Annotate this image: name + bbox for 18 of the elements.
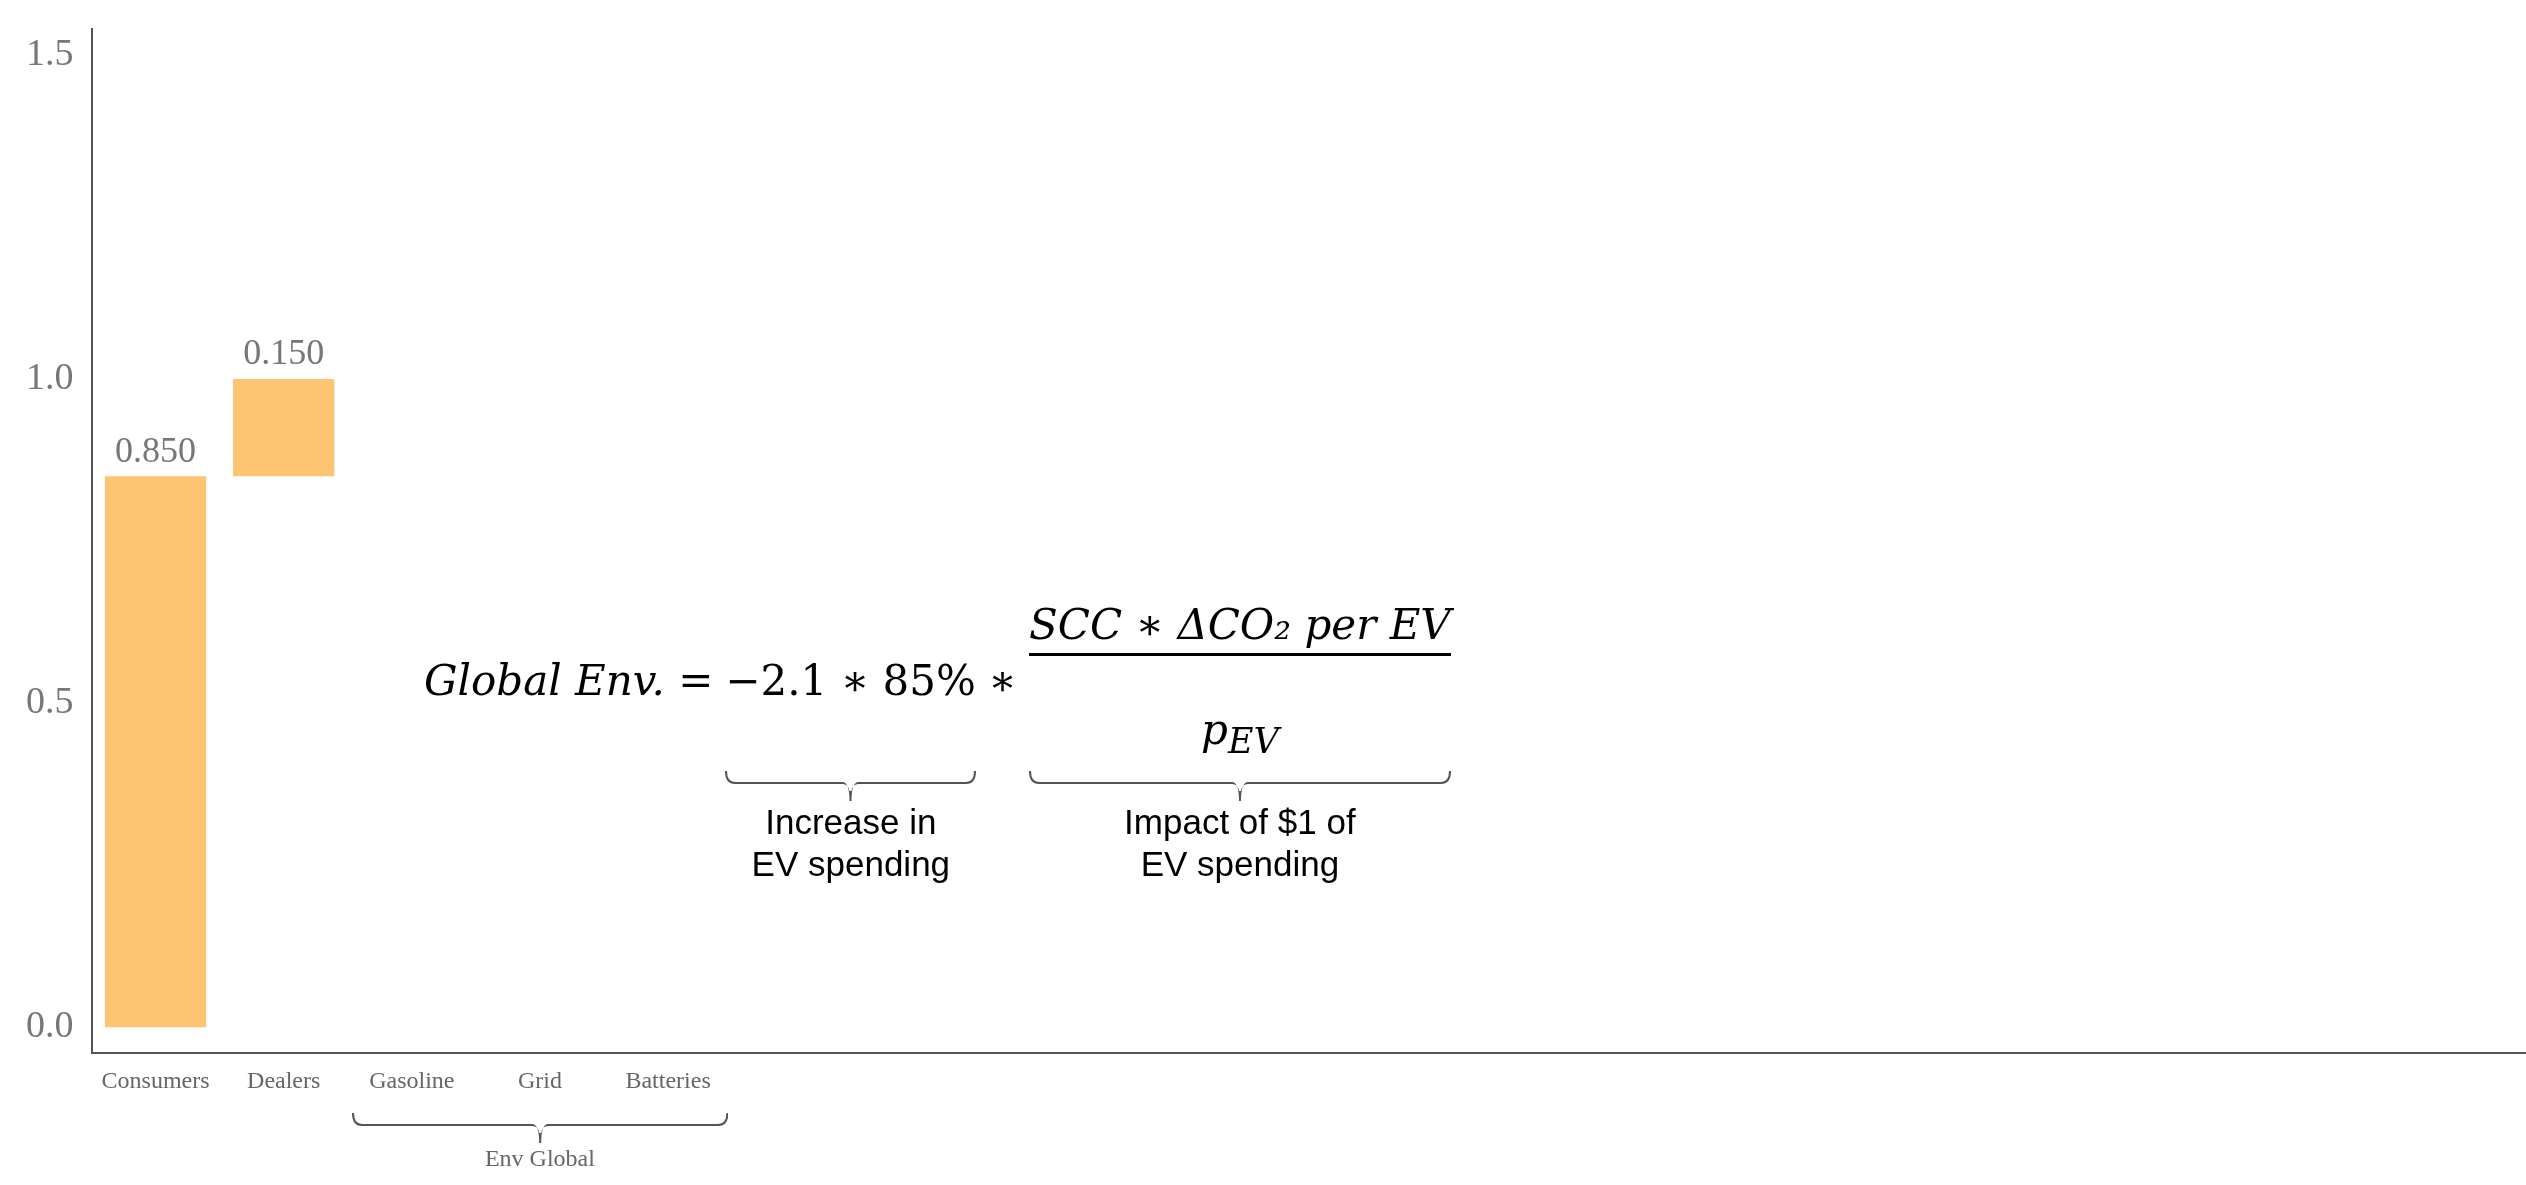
y-tick-label: 1.0	[26, 354, 74, 397]
x-tick-label: Consumers	[101, 1066, 210, 1093]
annotation: ∗	[988, 656, 1017, 705]
text: Env Global	[483, 1145, 596, 1173]
x-tick-label: Gasoline	[369, 1066, 455, 1093]
annotation: Impact of $1 of EV spending	[1123, 801, 1357, 886]
annotation: p$_{EV}$	[1200, 705, 1283, 762]
y-tick-label: 1.5	[26, 30, 74, 73]
y-tick-label: 0.0	[26, 1003, 74, 1046]
data-label: 0.850	[115, 429, 197, 470]
y-tick-label: 0.5	[26, 679, 74, 722]
x-tick-label: Batteries	[625, 1066, 711, 1093]
annotation: −2.1 ∗ 85%	[725, 656, 977, 705]
data-label: 0.150	[243, 332, 325, 373]
x-tick-label: Grid	[517, 1066, 562, 1093]
annotation: Increase in EV spending	[750, 801, 952, 886]
annotation: Global Env. =	[424, 656, 714, 705]
x-tick-label: Dealers	[247, 1066, 321, 1093]
